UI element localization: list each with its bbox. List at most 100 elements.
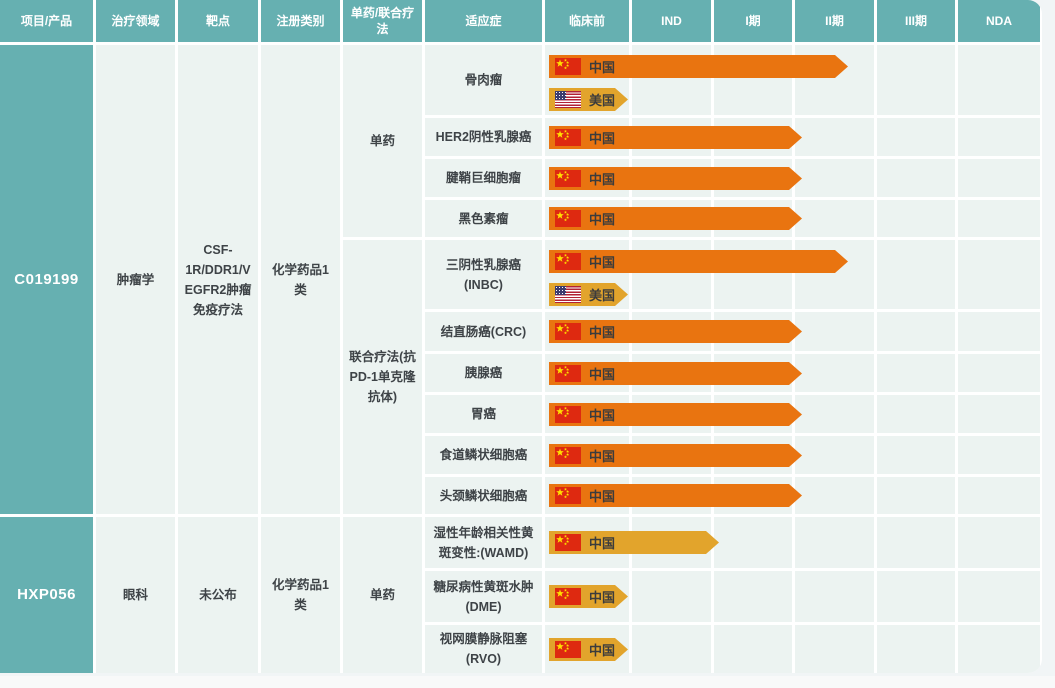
- registration-class-cell: 化学药品1类: [261, 517, 340, 673]
- stage-cell-phase-2: [795, 436, 874, 474]
- stage-cell-nda: [958, 45, 1040, 115]
- stage-cell-phase-1: [714, 240, 792, 309]
- stage-cell-ind: [632, 118, 711, 156]
- indication-cell: 糖尿病性黄斑水肿(DME): [425, 571, 542, 622]
- therapy-area-cell: 肿瘤学: [96, 45, 175, 514]
- column-header-project-product: 项目/产品: [0, 0, 93, 42]
- therapy-type-cell: 单药: [343, 45, 422, 237]
- indication-cell: 胰腺癌: [425, 354, 542, 392]
- stage-cell-phase-1: [714, 395, 792, 433]
- indication-cell: 黑色素瘤: [425, 200, 542, 237]
- stage-cell-phase-3: [877, 571, 955, 622]
- stage-cell-preclinical: [545, 312, 629, 351]
- stage-cell-nda: [958, 312, 1040, 351]
- stage-cell-phase-3: [877, 625, 955, 673]
- stage-cell-phase-3: [877, 354, 955, 392]
- column-header-indication: 适应症: [425, 0, 542, 42]
- stage-cell-preclinical: [545, 159, 629, 197]
- stage-cell-ind: [632, 200, 711, 237]
- stage-cell-phase-1: [714, 200, 792, 237]
- column-header-preclinical: 临床前: [545, 0, 629, 42]
- stage-cell-preclinical: [545, 436, 629, 474]
- stage-cell-preclinical: [545, 118, 629, 156]
- stage-cell-ind: [632, 625, 711, 673]
- stage-cell-phase-3: [877, 395, 955, 433]
- stage-cell-preclinical: [545, 45, 629, 115]
- stage-cell-preclinical: [545, 200, 629, 237]
- stage-cell-nda: [958, 395, 1040, 433]
- column-header-phase-2: II期: [795, 0, 874, 42]
- stage-cell-phase-1: [714, 625, 792, 673]
- target-cell: CSF-1R/DDR1/VEGFR2肿瘤免疫疗法: [178, 45, 258, 514]
- indication-cell: 胃癌: [425, 395, 542, 433]
- indication-cell: 湿性年龄相关性黄斑变性:(WAMD): [425, 517, 542, 568]
- stage-cell-ind: [632, 159, 711, 197]
- stage-cell-phase-1: [714, 45, 792, 115]
- stage-cell-phase-1: [714, 477, 792, 514]
- column-header-ind: IND: [632, 0, 711, 42]
- stage-cell-phase-2: [795, 312, 874, 351]
- pipeline-table: 项目/产品 治疗领域 靶点 注册类别 单药/联合疗法 适应症 临床前 IND I期 II期 III期…: [0, 0, 1042, 673]
- stage-cell-phase-2: [795, 45, 874, 115]
- product-code-cell: HXP056: [0, 517, 93, 673]
- stage-cell-ind: [632, 45, 711, 115]
- stage-cell-phase-3: [877, 118, 955, 156]
- stage-cell-preclinical: [545, 517, 629, 568]
- column-header-phase-1: I期: [714, 0, 792, 42]
- stage-cell-phase-3: [877, 45, 955, 115]
- indication-cell: 腱鞘巨细胞瘤: [425, 159, 542, 197]
- product-code-cell: C019199: [0, 45, 93, 514]
- stage-cell-nda: [958, 625, 1040, 673]
- stage-cell-preclinical: [545, 240, 629, 309]
- stage-cell-ind: [632, 571, 711, 622]
- stage-cell-phase-1: [714, 436, 792, 474]
- stage-cell-preclinical: [545, 625, 629, 673]
- stage-cell-phase-2: [795, 200, 874, 237]
- stage-cell-preclinical: [545, 354, 629, 392]
- stage-cell-phase-3: [877, 200, 955, 237]
- stage-cell-phase-2: [795, 517, 874, 568]
- indication-cell: 食道鳞状细胞癌: [425, 436, 542, 474]
- stage-cell-ind: [632, 436, 711, 474]
- column-header-mono-combo-therapy: 单药/联合疗法: [343, 0, 422, 42]
- stage-cell-ind: [632, 395, 711, 433]
- stage-cell-phase-2: [795, 625, 874, 673]
- stage-cell-phase-2: [795, 395, 874, 433]
- stage-cell-phase-3: [877, 312, 955, 351]
- stage-cell-ind: [632, 477, 711, 514]
- indication-cell: 三阴性乳腺癌 (INBC): [425, 240, 542, 309]
- stage-cell-phase-3: [877, 436, 955, 474]
- stage-cell-preclinical: [545, 571, 629, 622]
- stage-cell-phase-3: [877, 159, 955, 197]
- stage-cell-phase-3: [877, 477, 955, 514]
- stage-cell-preclinical: [545, 395, 629, 433]
- stage-cell-phase-3: [877, 240, 955, 309]
- stage-cell-nda: [958, 200, 1040, 237]
- stage-cell-phase-1: [714, 354, 792, 392]
- stage-cell-phase-1: [714, 159, 792, 197]
- stage-cell-nda: [958, 159, 1040, 197]
- stage-cell-nda: [958, 240, 1040, 309]
- stage-cell-nda: [958, 118, 1040, 156]
- indication-cell: 头颈鳞状细胞癌: [425, 477, 542, 514]
- stage-cell-phase-3: [877, 517, 955, 568]
- column-header-phase-3: III期: [877, 0, 955, 42]
- indication-cell: 结直肠癌(CRC): [425, 312, 542, 351]
- stage-cell-ind: [632, 354, 711, 392]
- stage-cell-phase-2: [795, 240, 874, 309]
- column-header-registration-class: 注册类别: [261, 0, 340, 42]
- stage-cell-phase-1: [714, 571, 792, 622]
- column-header-target: 靶点: [178, 0, 258, 42]
- stage-cell-ind: [632, 312, 711, 351]
- column-header-therapy-area: 治疗领域: [96, 0, 175, 42]
- stage-cell-phase-2: [795, 477, 874, 514]
- indication-cell: 视网膜静脉阻塞(RVO): [425, 625, 542, 673]
- therapy-type-cell: 联合疗法(抗PD-1单克隆抗体): [343, 240, 422, 514]
- stage-cell-phase-1: [714, 118, 792, 156]
- stage-cell-nda: [958, 517, 1040, 568]
- page-bottom-strip: [0, 676, 1055, 688]
- therapy-area-cell: 眼科: [96, 517, 175, 673]
- target-cell: 未公布: [178, 517, 258, 673]
- stage-cell-nda: [958, 571, 1040, 622]
